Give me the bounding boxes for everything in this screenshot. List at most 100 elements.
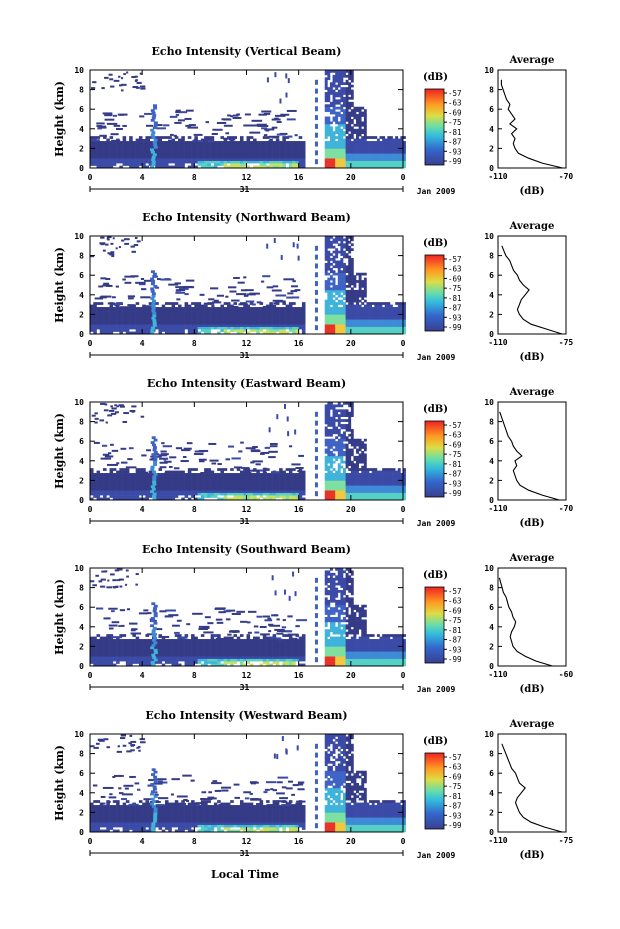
- heatmap-cell: [106, 141, 110, 144]
- heatmap-cell: [135, 492, 140, 496]
- heatmap-cell: [327, 126, 331, 130]
- heatmap-cell: [343, 477, 346, 481]
- heatmap-cell: [142, 148, 146, 152]
- heatmap-cell: [210, 470, 215, 474]
- heatmap-cell: [150, 329, 155, 332]
- heatmap-cell: [400, 311, 404, 315]
- heatmap-cell: [340, 165, 344, 169]
- heatmap-cell: [279, 148, 283, 152]
- heatmap-cell: [256, 319, 260, 323]
- heatmap-cell: [217, 497, 221, 501]
- heatmap-cell: [246, 492, 251, 496]
- heatmap-cell: [382, 468, 386, 471]
- heatmap-cell: [135, 281, 146, 284]
- heatmap-cell: [135, 145, 140, 149]
- heatmap-cell: [272, 145, 277, 149]
- heatmap-cell: [148, 495, 153, 498]
- heatmap-cell: [327, 495, 331, 498]
- colorbar-tick-label: -87: [448, 138, 462, 147]
- heatmap-cell: [329, 141, 333, 144]
- heatmap-cell: [217, 321, 221, 325]
- heatmap-cell: [366, 302, 370, 305]
- heatmap-cell: [134, 236, 138, 239]
- heatmap-cell: [93, 477, 97, 481]
- heatmap-cell: [233, 485, 238, 489]
- heatmap-cell: [213, 145, 218, 149]
- heatmap-cell: [178, 158, 182, 161]
- heatmap-cell: [369, 163, 372, 166]
- heatmap-cell: [361, 441, 365, 444]
- heatmap-cell: [350, 307, 354, 310]
- heatmap-cell: [223, 163, 228, 166]
- heatmap-cell: [332, 119, 336, 122]
- heatmap-cell: [132, 480, 136, 484]
- heatmap-cell: [324, 72, 328, 76]
- colorbar-tick-label: -57: [448, 421, 462, 430]
- heatmap-cell: [96, 497, 101, 501]
- heatmap-cell: [90, 475, 94, 479]
- heatmap-cell: [288, 468, 293, 471]
- heatmap-cell: [249, 319, 254, 323]
- heatmap-cell: [379, 302, 383, 305]
- heatmap-cell: [204, 473, 208, 476]
- heatmap-cell: [353, 470, 357, 474]
- heatmap-cell: [200, 160, 205, 164]
- heatmap-cell: [164, 141, 169, 144]
- heatmap-cell: [122, 141, 127, 144]
- heatmap-cell: [122, 278, 126, 281]
- heatmap-cell: [337, 451, 341, 454]
- heatmap-cell: [226, 316, 231, 320]
- heatmap-cell: [223, 124, 233, 127]
- heatmap-cell: [103, 163, 107, 166]
- heatmap-cell: [239, 477, 244, 481]
- panel-3: Echo Intensity (Southward Beam)0246810He…: [53, 543, 573, 695]
- heatmap-cell: [210, 321, 215, 325]
- heatmap-cell: [348, 143, 352, 147]
- heatmap-cell: [217, 473, 221, 476]
- heatmap-cell: [374, 480, 378, 484]
- average-profile-line: [501, 245, 563, 335]
- heatmap-cell: [371, 490, 375, 493]
- heatmap-cell: [161, 497, 166, 501]
- heatmap-cell: [337, 262, 341, 266]
- heatmap-cell: [123, 73, 126, 76]
- heatmap-cell: [153, 451, 158, 454]
- heatmap-cell: [109, 475, 114, 479]
- heatmap-cell: [243, 490, 247, 493]
- heatmap-cell: [174, 321, 179, 325]
- heatmap-cell: [329, 492, 333, 496]
- heatmap-cell: [93, 475, 97, 479]
- heatmap-cell: [343, 275, 346, 278]
- heatmap-cell: [93, 487, 97, 491]
- heatmap-cell: [266, 487, 270, 491]
- heatmap-cell: [327, 304, 331, 308]
- heatmap-cell: [343, 482, 346, 486]
- heatmap-cell: [376, 331, 380, 335]
- heatmap-cell: [171, 324, 176, 327]
- heatmap-cell: [382, 311, 386, 315]
- heatmap-cell: [94, 417, 99, 420]
- heatmap-cell: [223, 495, 228, 498]
- heatmap-cell: [142, 473, 146, 476]
- heatmap-cell: [403, 475, 406, 479]
- heatmap-cell: [90, 321, 94, 325]
- heatmap-cell: [363, 289, 367, 293]
- colorbar-tick-label: -87: [448, 470, 462, 479]
- heatmap-cell: [350, 297, 354, 300]
- heatmap-cell: [314, 289, 318, 295]
- heatmap-cell: [125, 307, 130, 310]
- heatmap-cell: [171, 329, 176, 332]
- heatmap-cell: [361, 148, 365, 152]
- heatmap-cell: [379, 497, 383, 501]
- heatmap-cell: [152, 104, 157, 108]
- heatmap-cell: [187, 148, 192, 152]
- heatmap-cell: [103, 409, 109, 412]
- heatmap-cell: [329, 240, 333, 244]
- heatmap-cell: [324, 126, 328, 130]
- heatmap-cell: [266, 331, 270, 335]
- heatmap-cell: [400, 331, 404, 335]
- heatmap-cell: [294, 429, 297, 435]
- heatmap-cell: [337, 121, 341, 125]
- heatmap-cell: [275, 473, 280, 476]
- heatmap-cell: [285, 487, 290, 491]
